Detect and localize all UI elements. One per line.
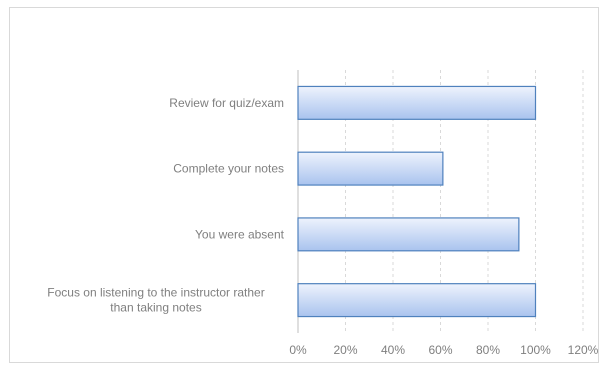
x-tick-label: 80% (476, 343, 500, 357)
category-labels: Review for quiz/exam Complete your notes Y… (47, 96, 284, 315)
bar-chart: Review for quiz/exam Complete your notes Y… (47, 70, 599, 357)
bar (297, 217, 520, 252)
category-label: You were absent (195, 227, 285, 241)
x-tick-label: 120% (568, 343, 599, 357)
bars (297, 85, 537, 318)
x-tick-label: 40% (381, 343, 405, 357)
x-tick-label: 20% (333, 343, 357, 357)
bar (297, 283, 537, 318)
bar (297, 151, 444, 186)
category-label: Complete your notes (173, 162, 284, 176)
chart-frame: Review for quiz/exam Complete your notes Y… (9, 7, 599, 363)
x-tick-label: 0% (289, 343, 307, 357)
category-label: Focus on listening to the instructor rat… (47, 286, 264, 315)
x-tick-label: 100% (520, 343, 551, 357)
category-label: Review for quiz/exam (169, 96, 284, 110)
bar (297, 85, 537, 120)
x-tick-labels: 0% 20% 40% 60% 80% 100% 120% (289, 343, 598, 357)
x-tick-label: 60% (428, 343, 452, 357)
